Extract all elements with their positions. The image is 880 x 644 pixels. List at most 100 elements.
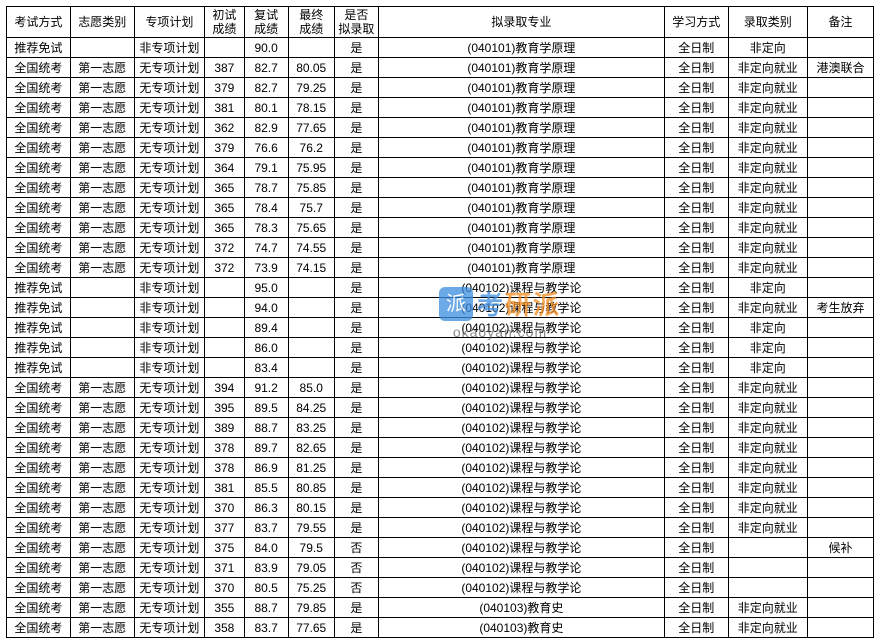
table-cell: 377 — [205, 518, 245, 538]
table-cell — [807, 378, 873, 398]
table-cell: (040102)课程与教学论 — [378, 358, 664, 378]
table-cell: 推荐免试 — [7, 358, 71, 378]
table-cell: 非定向就业 — [728, 258, 807, 278]
table-cell: 是 — [334, 138, 378, 158]
table-cell: 无专项计划 — [134, 618, 204, 638]
table-cell: 全日制 — [664, 578, 728, 598]
table-cell — [807, 478, 873, 498]
table-cell: 79.5 — [288, 538, 334, 558]
table-cell: 第一志愿 — [70, 618, 134, 638]
table-cell: 86.9 — [244, 458, 288, 478]
table-row: 全国统考第一志愿无专项计划36578.475.7是(040101)教育学原理全日… — [7, 198, 874, 218]
table-cell: 第一志愿 — [70, 398, 134, 418]
table-cell: 非定向 — [728, 318, 807, 338]
table-cell: 全日制 — [664, 98, 728, 118]
table-cell: 84.25 — [288, 398, 334, 418]
table-cell: 第一志愿 — [70, 578, 134, 598]
column-header: 最终成绩 — [288, 7, 334, 38]
table-cell: 第一志愿 — [70, 258, 134, 278]
table-cell: 371 — [205, 558, 245, 578]
table-cell — [807, 338, 873, 358]
table-cell: 372 — [205, 238, 245, 258]
table-cell: 是 — [334, 38, 378, 58]
table-cell: 全日制 — [664, 458, 728, 478]
table-cell — [288, 338, 334, 358]
table-cell — [205, 278, 245, 298]
table-cell: 第一志愿 — [70, 438, 134, 458]
table-cell: 76.2 — [288, 138, 334, 158]
table-cell: 全国统考 — [7, 178, 71, 198]
table-row: 全国统考第一志愿无专项计划37086.380.15是(040102)课程与教学论… — [7, 498, 874, 518]
table-cell: (040102)课程与教学论 — [378, 278, 664, 298]
table-cell: 355 — [205, 598, 245, 618]
table-cell: 全日制 — [664, 58, 728, 78]
table-row: 全国统考第一志愿无专项计划35588.779.85是(040103)教育史全日制… — [7, 598, 874, 618]
table-cell: 全国统考 — [7, 578, 71, 598]
table-cell — [807, 178, 873, 198]
table-cell: 82.9 — [244, 118, 288, 138]
table-cell: 78.4 — [244, 198, 288, 218]
table-cell: 否 — [334, 558, 378, 578]
table-cell — [205, 358, 245, 378]
table-cell: 全国统考 — [7, 618, 71, 638]
table-cell: 全国统考 — [7, 58, 71, 78]
table-cell: 394 — [205, 378, 245, 398]
column-header: 考试方式 — [7, 7, 71, 38]
table-cell: 第一志愿 — [70, 58, 134, 78]
table-cell — [288, 318, 334, 338]
table-cell: 非定向就业 — [728, 378, 807, 398]
table-cell: 非定向就业 — [728, 458, 807, 478]
table-cell: 是 — [334, 618, 378, 638]
table-cell: 是 — [334, 98, 378, 118]
table-cell: 74.55 — [288, 238, 334, 258]
table-cell — [807, 578, 873, 598]
table-cell — [807, 38, 873, 58]
table-cell: 全国统考 — [7, 598, 71, 618]
table-cell: 第一志愿 — [70, 418, 134, 438]
table-cell: 第一志愿 — [70, 498, 134, 518]
table-cell: 无专项计划 — [134, 98, 204, 118]
table-cell: 是 — [334, 418, 378, 438]
table-cell: 无专项计划 — [134, 598, 204, 618]
table-cell: 第一志愿 — [70, 458, 134, 478]
table-cell: 是 — [334, 478, 378, 498]
table-cell: 89.7 — [244, 438, 288, 458]
table-cell: (040101)教育学原理 — [378, 178, 664, 198]
table-cell: 全国统考 — [7, 538, 71, 558]
column-header: 志愿类别 — [70, 7, 134, 38]
table-cell: 74.7 — [244, 238, 288, 258]
table-cell: 全日制 — [664, 318, 728, 338]
table-cell — [288, 298, 334, 318]
table-cell: (040102)课程与教学论 — [378, 498, 664, 518]
table-cell — [807, 498, 873, 518]
table-cell: 86.3 — [244, 498, 288, 518]
table-cell — [807, 518, 873, 538]
table-cell: 无专项计划 — [134, 378, 204, 398]
table-cell: (040102)课程与教学论 — [378, 318, 664, 338]
table-cell: 全国统考 — [7, 258, 71, 278]
column-header: 初试成绩 — [205, 7, 245, 38]
table-cell: 全日制 — [664, 358, 728, 378]
table-cell: 第一志愿 — [70, 198, 134, 218]
table-cell — [288, 38, 334, 58]
table-cell: 88.7 — [244, 598, 288, 618]
table-cell — [70, 338, 134, 358]
table-cell: 第一志愿 — [70, 378, 134, 398]
table-cell: 77.65 — [288, 118, 334, 138]
table-cell: 全国统考 — [7, 458, 71, 478]
table-cell — [70, 38, 134, 58]
table-cell: 候补 — [807, 538, 873, 558]
table-cell: 第一志愿 — [70, 78, 134, 98]
table-cell: 75.95 — [288, 158, 334, 178]
table-row: 全国统考第一志愿无专项计划37976.676.2是(040101)教育学原理全日… — [7, 138, 874, 158]
table-cell: (040102)课程与教学论 — [378, 538, 664, 558]
table-row: 全国统考第一志愿无专项计划39589.584.25是(040102)课程与教学论… — [7, 398, 874, 418]
table-cell: 76.6 — [244, 138, 288, 158]
table-cell: 全日制 — [664, 378, 728, 398]
table-cell: 75.7 — [288, 198, 334, 218]
table-cell: 全国统考 — [7, 118, 71, 138]
table-cell — [807, 618, 873, 638]
table-cell: 是 — [334, 118, 378, 138]
table-cell: 无专项计划 — [134, 478, 204, 498]
table-cell: 全日制 — [664, 138, 728, 158]
